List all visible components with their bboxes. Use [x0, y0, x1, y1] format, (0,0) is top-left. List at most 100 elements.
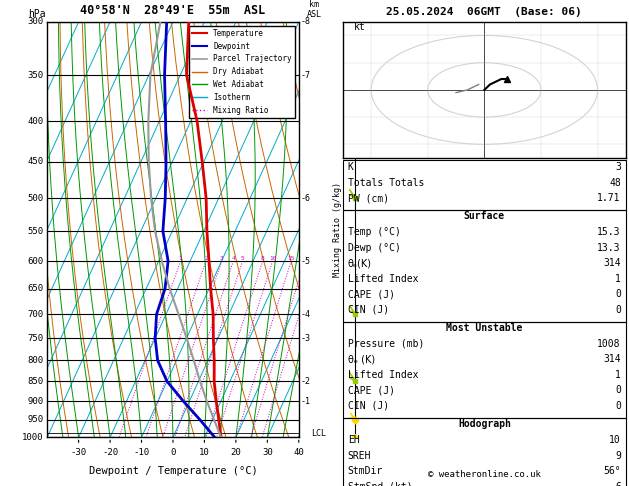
Text: 0: 0 [615, 289, 621, 299]
Text: 10: 10 [609, 435, 621, 445]
Parcel Trajectory [190, 358, 198, 364]
Temperature [185, 19, 192, 25]
Text: 900: 900 [27, 397, 43, 405]
Text: 1: 1 [615, 274, 621, 284]
Text: -5: -5 [301, 257, 311, 265]
Text: StmSpd (kt): StmSpd (kt) [348, 482, 413, 486]
Text: -30: -30 [70, 448, 87, 457]
Text: CAPE (J): CAPE (J) [348, 385, 395, 396]
Text: 15: 15 [287, 256, 295, 261]
Text: -1: -1 [301, 397, 311, 405]
Text: 48: 48 [609, 178, 621, 188]
Text: Most Unstable: Most Unstable [446, 323, 523, 333]
Text: 314: 314 [603, 354, 621, 364]
Text: 350: 350 [27, 70, 43, 80]
Text: hPa: hPa [28, 9, 46, 19]
Text: Pressure (mb): Pressure (mb) [348, 339, 424, 349]
Temperature [193, 118, 201, 124]
Text: 550: 550 [27, 226, 43, 236]
Temperature [211, 358, 218, 364]
Text: 950: 950 [27, 415, 43, 424]
Text: 2: 2 [204, 256, 208, 261]
Text: kt: kt [354, 22, 366, 32]
Text: Dewpoint / Temperature (°C): Dewpoint / Temperature (°C) [89, 467, 257, 476]
Text: PW (cm): PW (cm) [348, 193, 389, 204]
Parcel Trajectory [157, 19, 164, 25]
Text: 40: 40 [293, 448, 304, 457]
Dewpoint [162, 195, 169, 201]
Dewpoint [161, 286, 169, 292]
Parcel Trajectory [145, 159, 152, 165]
Text: 300: 300 [27, 17, 43, 26]
Text: 700: 700 [27, 310, 43, 319]
Text: 1: 1 [179, 256, 182, 261]
Text: Hodograph: Hodograph [458, 419, 511, 430]
Temperature [183, 72, 191, 78]
Legend: Temperature, Dewpoint, Parcel Trajectory, Dry Adiabat, Wet Adiabat, Isotherm, Mi: Temperature, Dewpoint, Parcel Trajectory… [189, 26, 295, 118]
Parcel Trajectory [166, 286, 174, 292]
Text: 25.05.2024  06GMT  (Base: 06): 25.05.2024 06GMT (Base: 06) [386, 7, 582, 17]
Dewpoint [161, 72, 169, 78]
Text: Totals Totals: Totals Totals [348, 178, 424, 188]
Parcel Trajectory [147, 72, 154, 78]
Text: 750: 750 [27, 333, 43, 343]
Text: 1: 1 [615, 370, 621, 380]
Text: 3: 3 [615, 162, 621, 173]
Text: 56°: 56° [603, 466, 621, 476]
Parcel Trajectory [175, 312, 182, 317]
Dewpoint [179, 398, 187, 404]
Text: CIN (J): CIN (J) [348, 305, 389, 315]
Temperature [203, 228, 211, 234]
Parcel Trajectory [203, 398, 211, 404]
Text: LCL: LCL [311, 429, 326, 438]
Line: Temperature: Temperature [187, 22, 221, 437]
Text: 450: 450 [27, 157, 43, 166]
Text: SREH: SREH [348, 451, 371, 461]
Text: 10: 10 [269, 256, 276, 261]
Dewpoint [159, 228, 167, 234]
Dewpoint [162, 118, 169, 124]
Text: 1008: 1008 [598, 339, 621, 349]
Text: 800: 800 [27, 356, 43, 365]
Parcel Trajectory [145, 118, 152, 124]
Text: 0: 0 [170, 448, 175, 457]
Parcel Trajectory [217, 434, 225, 440]
Dewpoint [152, 335, 159, 341]
Dewpoint [153, 312, 160, 317]
Temperature [198, 159, 206, 165]
Temperature [213, 398, 220, 404]
Text: -10: -10 [133, 448, 150, 457]
Text: -7: -7 [301, 70, 311, 80]
Text: -20: -20 [102, 448, 118, 457]
Temperature [209, 312, 217, 317]
Text: Mixing Ratio (g/kg): Mixing Ratio (g/kg) [333, 182, 342, 277]
Text: 5: 5 [241, 256, 245, 261]
Text: 6: 6 [615, 482, 621, 486]
Text: 4: 4 [231, 256, 235, 261]
Parcel Trajectory [196, 379, 204, 384]
Temperature [203, 195, 210, 201]
Text: 8: 8 [261, 256, 265, 261]
Parcel Trajectory [147, 195, 155, 201]
Text: -2: -2 [301, 377, 311, 386]
Text: 0: 0 [615, 385, 621, 396]
Text: 3: 3 [220, 256, 224, 261]
Text: Lifted Index: Lifted Index [348, 370, 418, 380]
Text: 0: 0 [615, 401, 621, 411]
Parcel Trajectory [210, 417, 218, 423]
Temperature [215, 417, 223, 423]
Line: Dewpoint: Dewpoint [155, 22, 214, 437]
Text: CIN (J): CIN (J) [348, 401, 389, 411]
Text: -8: -8 [301, 17, 311, 26]
Dewpoint [162, 159, 170, 165]
Parcel Trajectory [183, 335, 191, 341]
Text: θₑ(K): θₑ(K) [348, 258, 372, 268]
Text: © weatheronline.co.uk: © weatheronline.co.uk [428, 469, 541, 479]
Temperature [210, 379, 218, 384]
Parcel Trajectory [158, 258, 165, 264]
Dewpoint [163, 19, 170, 25]
Text: km
ASL: km ASL [307, 0, 322, 19]
Line: Parcel Trajectory: Parcel Trajectory [148, 22, 221, 437]
Dewpoint [211, 434, 219, 440]
Text: Dewp (°C): Dewp (°C) [348, 243, 401, 253]
